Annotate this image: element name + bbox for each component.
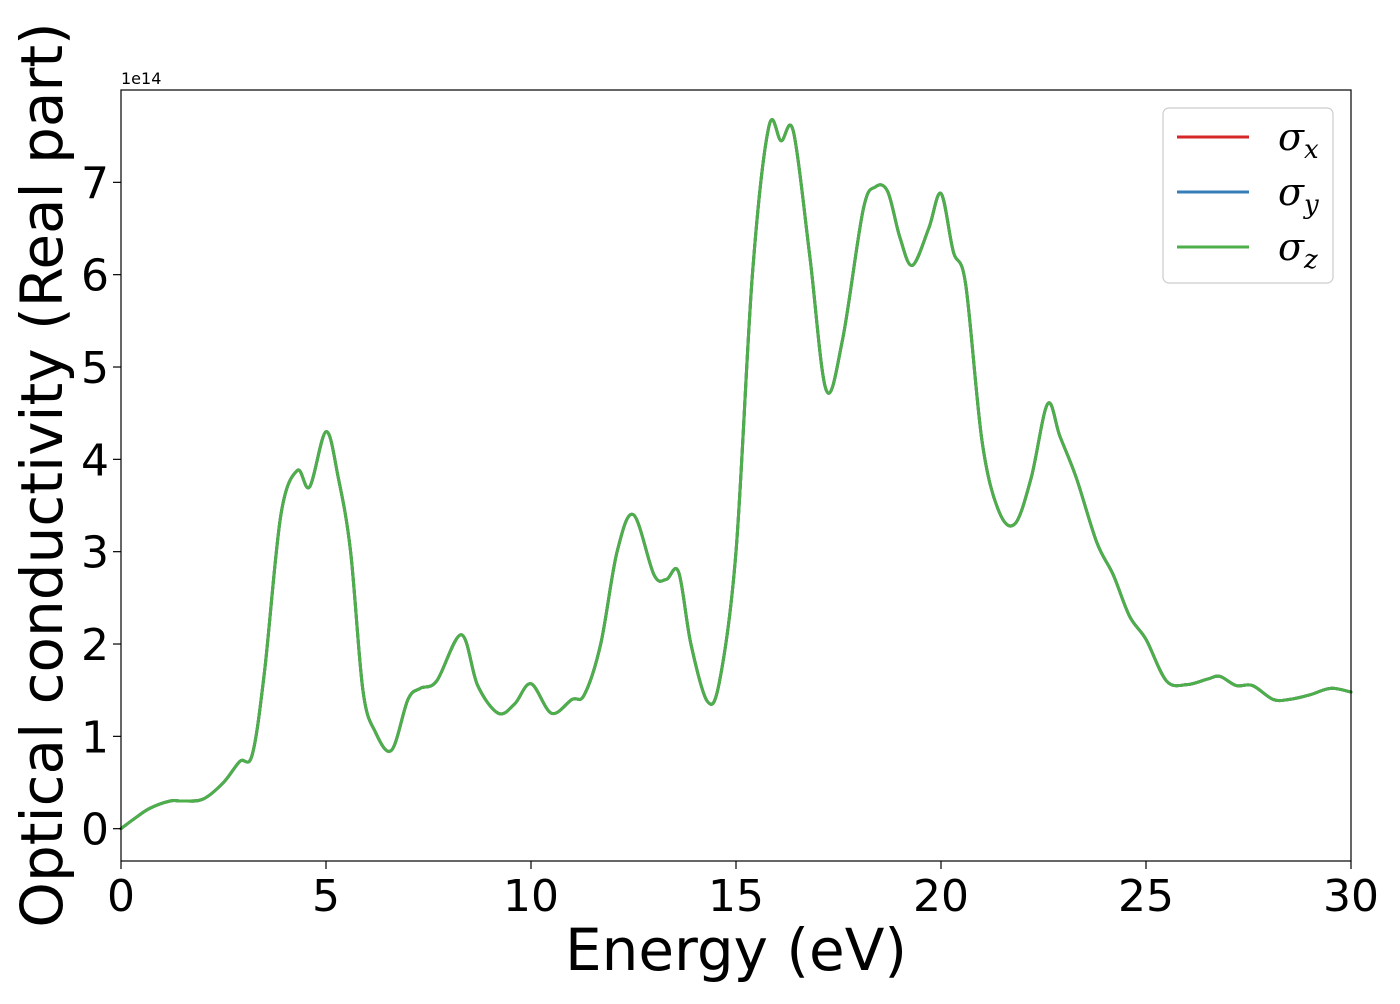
legend-frame	[1162, 107, 1334, 284]
x-tick-label: 5	[312, 871, 340, 922]
legend-label-z: σz	[1278, 225, 1318, 275]
x-tick-label: 20	[913, 871, 969, 922]
y-tick-label: 5	[81, 343, 109, 394]
y-tick-label: 7	[81, 158, 109, 209]
y-axis: 0 1 2 3 4 5 6 7	[81, 158, 121, 856]
y-tick-label: 2	[81, 620, 109, 671]
x-tick-label: 10	[503, 871, 559, 922]
series-layer	[119, 118, 1353, 831]
legend-label-x: σx	[1278, 115, 1319, 165]
x-tick-label: 25	[1118, 871, 1174, 922]
x-tick-label: 30	[1323, 871, 1379, 922]
x-tick-label: 0	[107, 871, 135, 922]
series-line-z	[119, 118, 1353, 831]
y-tick-label: 3	[81, 528, 109, 579]
y-tick-label: 0	[81, 805, 109, 856]
y-tick-label: 1	[81, 712, 109, 763]
x-axis-title: Energy (eV)	[565, 916, 907, 984]
y-offset-label: 1e14	[121, 69, 161, 88]
y-tick-label: 4	[81, 435, 109, 486]
y-tick-label: 6	[81, 251, 109, 302]
y-axis-title: Optical conductivity (Real part)	[8, 22, 76, 927]
x-tick-label: 15	[708, 871, 764, 922]
x-axis: 0 5 10 15 20 25 30	[107, 861, 1379, 922]
legend-label-y: σy	[1278, 170, 1319, 220]
